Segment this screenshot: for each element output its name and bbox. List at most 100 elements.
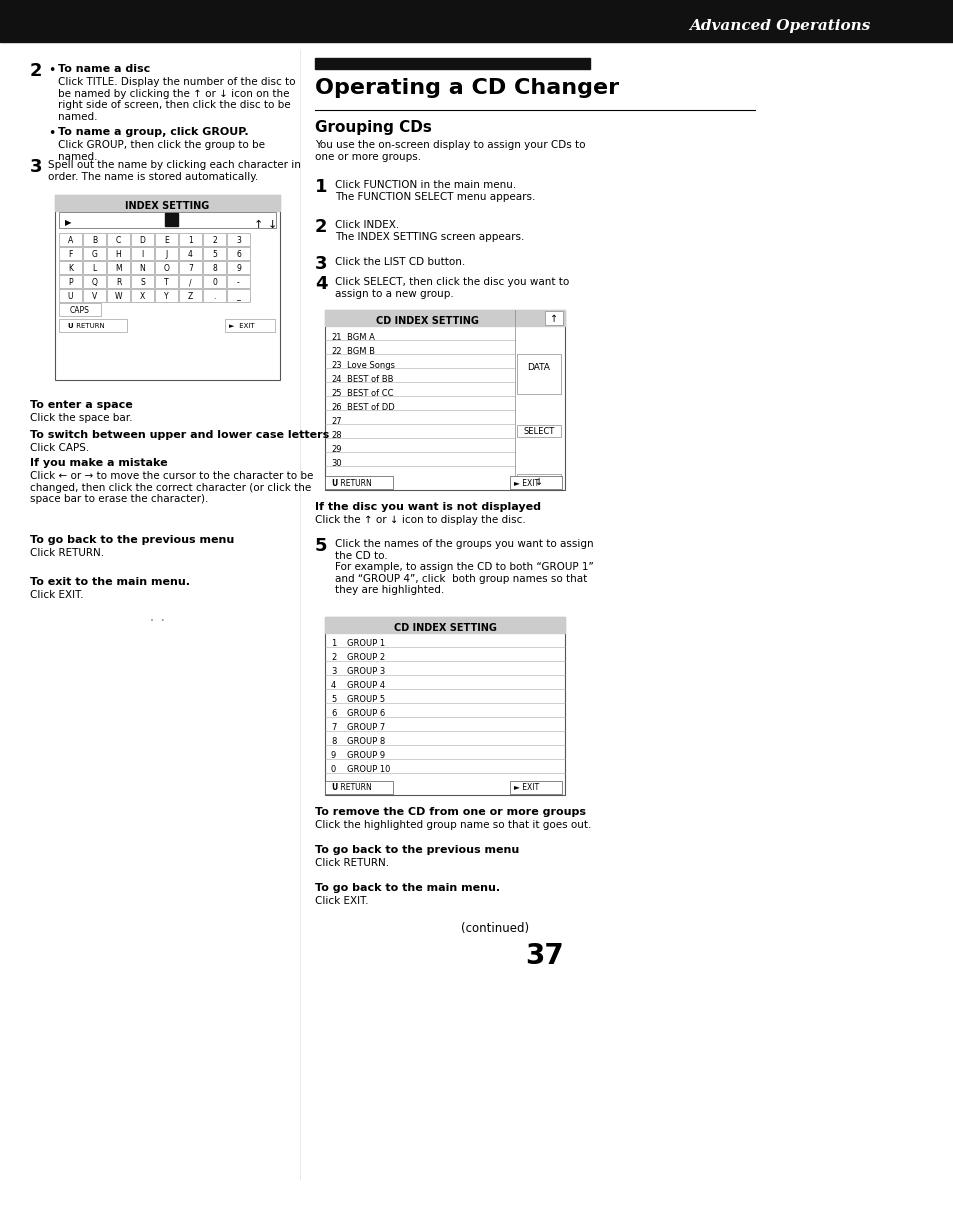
Text: 2: 2 — [212, 236, 216, 245]
Bar — [314, 58, 589, 69]
Text: Click the space bar.: Click the space bar. — [30, 413, 132, 423]
Text: J: J — [165, 249, 168, 259]
Text: 1: 1 — [331, 639, 335, 649]
Text: 2: 2 — [331, 654, 335, 662]
Bar — [325, 476, 393, 489]
Text: GROUP 4: GROUP 4 — [347, 682, 385, 691]
Text: 8: 8 — [212, 264, 216, 273]
Text: DATA: DATA — [527, 364, 550, 372]
Text: BGM A: BGM A — [347, 333, 375, 342]
Bar — [154, 247, 178, 261]
Text: GROUP 7: GROUP 7 — [347, 724, 385, 732]
Bar — [154, 234, 178, 246]
Text: ↓: ↓ — [535, 477, 542, 487]
Text: I: I — [141, 249, 144, 259]
Text: Click the highlighted group name so that it goes out.: Click the highlighted group name so that… — [314, 820, 591, 830]
Bar — [179, 247, 202, 261]
Text: 29: 29 — [331, 445, 341, 454]
Bar — [59, 275, 82, 288]
Bar — [59, 211, 275, 229]
Text: RETURN: RETURN — [337, 784, 372, 793]
Text: M: M — [115, 264, 122, 273]
Bar — [179, 234, 202, 246]
Text: Click RETURN.: Click RETURN. — [30, 548, 104, 558]
Bar — [510, 780, 561, 794]
Text: 2: 2 — [314, 218, 327, 236]
Text: Click FUNCTION in the main menu.
The FUNCTION SELECT menu appears.: Click FUNCTION in the main menu. The FUN… — [335, 179, 535, 202]
Bar — [154, 289, 178, 302]
Bar — [107, 289, 130, 302]
Text: B: B — [91, 236, 97, 245]
Bar — [83, 261, 106, 274]
Text: GROUP 10: GROUP 10 — [347, 766, 390, 774]
Text: N: N — [139, 264, 145, 273]
Bar — [55, 195, 280, 211]
Bar — [107, 261, 130, 274]
Text: GROUP 2: GROUP 2 — [347, 654, 385, 662]
Bar — [325, 617, 564, 633]
Text: Click SELECT, then click the disc you want to
assign to a new group.: Click SELECT, then click the disc you wa… — [335, 277, 569, 299]
Bar — [227, 247, 250, 261]
Bar — [325, 310, 564, 490]
Text: R: R — [115, 278, 121, 288]
Text: Advanced Operations: Advanced Operations — [689, 18, 870, 33]
Bar — [131, 289, 153, 302]
Bar — [203, 261, 226, 274]
Text: RETURN: RETURN — [74, 323, 105, 329]
Bar — [325, 310, 564, 326]
Text: To exit to the main menu.: To exit to the main menu. — [30, 576, 190, 587]
Text: •: • — [48, 127, 55, 140]
Text: RETURN: RETURN — [337, 478, 372, 488]
Bar — [544, 311, 562, 324]
Text: 3: 3 — [30, 159, 43, 176]
Bar — [59, 234, 82, 246]
Text: ►: ► — [229, 323, 234, 329]
Bar — [59, 320, 127, 332]
Text: To go back to the previous menu: To go back to the previous menu — [30, 535, 234, 544]
Bar — [517, 354, 560, 395]
Text: •: • — [48, 64, 55, 77]
Text: To switch between upper and lower case letters: To switch between upper and lower case l… — [30, 430, 329, 440]
Bar — [107, 247, 130, 261]
Text: ► EXIT: ► EXIT — [514, 784, 538, 793]
Text: Click INDEX.
The INDEX SETTING screen appears.: Click INDEX. The INDEX SETTING screen ap… — [335, 220, 524, 242]
Text: Y: Y — [164, 293, 169, 301]
Text: GROUP 6: GROUP 6 — [347, 709, 385, 719]
Bar — [203, 234, 226, 246]
Text: 24: 24 — [331, 375, 341, 383]
Text: CD INDEX SETTING: CD INDEX SETTING — [394, 623, 496, 633]
Text: Z: Z — [188, 293, 193, 301]
Bar — [517, 474, 560, 488]
Bar — [179, 275, 202, 288]
Text: 1: 1 — [314, 178, 327, 195]
Text: 3: 3 — [235, 236, 241, 245]
Bar — [203, 247, 226, 261]
Bar — [59, 261, 82, 274]
Text: To remove the CD from one or more groups: To remove the CD from one or more groups — [314, 807, 585, 817]
Text: 5: 5 — [331, 696, 335, 704]
Text: 9: 9 — [331, 751, 335, 761]
Text: Click TITLE. Display the number of the disc to
be named by clicking the ↑ or ↓ i: Click TITLE. Display the number of the d… — [58, 77, 295, 122]
Text: CD INDEX SETTING: CD INDEX SETTING — [375, 316, 478, 326]
Text: 1: 1 — [188, 236, 193, 245]
Text: 6: 6 — [331, 709, 336, 719]
Bar — [225, 320, 274, 332]
Bar — [203, 275, 226, 288]
Text: E: E — [164, 236, 169, 245]
Text: ▶: ▶ — [65, 219, 71, 227]
Text: 5: 5 — [212, 249, 216, 259]
Text: 0: 0 — [331, 766, 335, 774]
Text: .: . — [213, 293, 215, 301]
Bar — [59, 289, 82, 302]
Text: 27: 27 — [331, 417, 341, 425]
Text: /: / — [189, 278, 192, 288]
Text: U: U — [67, 323, 72, 329]
Text: Click EXIT.: Click EXIT. — [30, 590, 84, 600]
Text: T: T — [164, 278, 169, 288]
Text: P: P — [68, 278, 72, 288]
Text: 30: 30 — [331, 458, 341, 467]
Bar — [165, 213, 178, 226]
Text: X: X — [140, 293, 145, 301]
Bar — [227, 261, 250, 274]
Text: U: U — [331, 478, 337, 488]
